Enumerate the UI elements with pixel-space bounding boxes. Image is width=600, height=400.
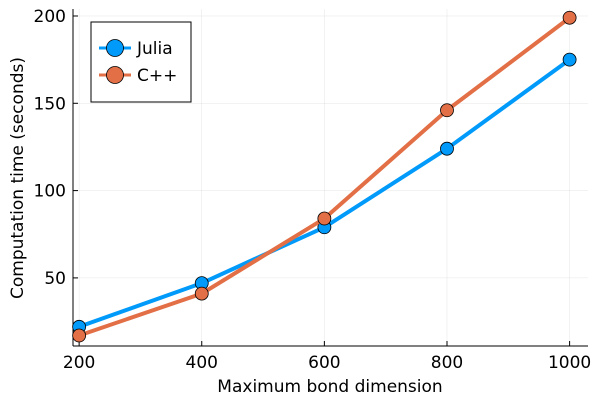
- legend: Julia C++: [90, 21, 192, 103]
- y-tick-label: 50: [44, 269, 66, 289]
- data-point-cpp: [72, 328, 87, 343]
- legend-box: [90, 21, 192, 103]
- legend-label: C++: [137, 66, 177, 86]
- data-point-cpp: [194, 286, 209, 301]
- data-point-cpp: [562, 10, 577, 25]
- series-cpp: [72, 10, 577, 343]
- legend-swatch-marker: [106, 39, 124, 57]
- x-ticks: 200 400 600 800 1000: [63, 341, 591, 373]
- data-point-julia: [562, 52, 577, 67]
- legend-swatch-marker: [106, 66, 124, 84]
- y-ticks: 50 100 150 200: [34, 7, 78, 289]
- data-point-cpp: [440, 103, 454, 118]
- x-tick-label: 800: [431, 353, 463, 373]
- y-tick-label: 100: [34, 182, 66, 202]
- y-tick-label: 200: [34, 7, 66, 27]
- x-axis-label: Maximum bond dimension: [217, 377, 442, 397]
- legend-label: Julia: [136, 39, 173, 59]
- data-point-julia: [440, 141, 454, 156]
- grid: [73, 9, 588, 346]
- series: [72, 10, 577, 343]
- x-tick-label: 400: [186, 353, 218, 373]
- axes: [72, 9, 588, 347]
- legend-item-cpp: C++: [99, 66, 177, 86]
- x-tick-label: 600: [308, 353, 340, 373]
- x-tick-label: 200: [63, 353, 95, 373]
- data-point-cpp: [317, 211, 332, 226]
- y-tick-label: 150: [34, 94, 66, 114]
- x-tick-label: 1000: [548, 353, 591, 373]
- y-axis-label: Computation time (seconds): [8, 57, 28, 299]
- legend-item-julia: Julia: [99, 39, 173, 59]
